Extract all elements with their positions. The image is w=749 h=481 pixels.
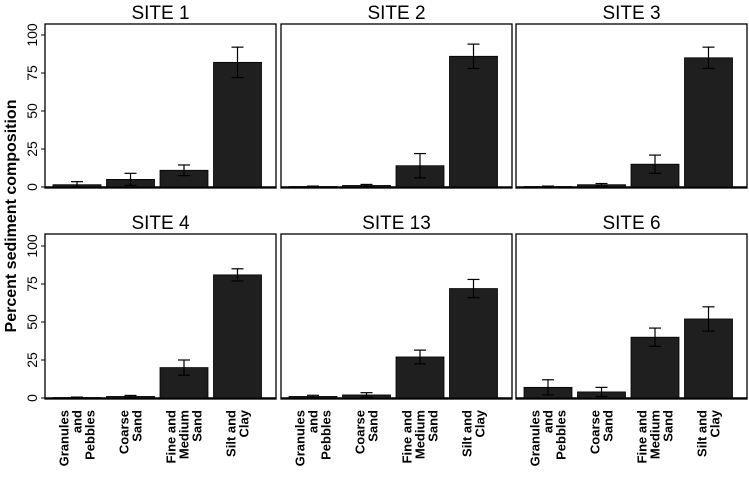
- x-tick-label-line: Pebbles: [83, 410, 98, 460]
- x-tick-label-line: Coarse: [117, 410, 132, 454]
- y-tick-label: 75: [24, 65, 40, 81]
- x-tick-label: Fine andMediumSand: [400, 410, 441, 464]
- panel-title: SITE 1: [131, 3, 189, 24]
- x-tick-label-line: Coarse: [353, 410, 368, 454]
- panel-title: SITE 3: [602, 3, 660, 24]
- y-tick-label: 0: [24, 394, 40, 402]
- x-tick-label-line: Medium: [177, 410, 192, 459]
- panel-title: SITE 6: [602, 213, 660, 234]
- x-tick-label-line: Granules: [293, 410, 308, 466]
- bar: [684, 318, 733, 399]
- x-tick-label-line: Pebbles: [319, 410, 334, 460]
- x-tick-label-line: Silt and: [460, 410, 475, 457]
- x-tick-label: CoarseSand: [353, 410, 381, 454]
- x-tick-label-line: Medium: [413, 410, 428, 459]
- x-tick-label: Fine andMediumSand: [635, 410, 676, 464]
- x-tick-label: CoarseSand: [588, 410, 616, 454]
- x-tick-label: GranulesandPebbles: [293, 410, 334, 466]
- x-tick-label: CoarseSand: [117, 410, 145, 454]
- panel-title: SITE 4: [131, 213, 190, 234]
- bar: [449, 288, 498, 399]
- x-tick-label-line: and: [306, 410, 321, 433]
- panel: SITE 3: [515, 3, 748, 189]
- x-tick-label: Silt andClay: [224, 409, 252, 457]
- bar: [213, 274, 262, 399]
- panel: SITE 1 0 25 50 75 100: [24, 3, 277, 191]
- bar: [449, 55, 498, 188]
- x-tick-label-line: Sand: [426, 410, 441, 442]
- x-tick-label: Silt andClay: [460, 409, 488, 457]
- panel-frame: [280, 233, 513, 400]
- x-tick-label-line: Granules: [528, 410, 543, 466]
- y-tick-label: 50: [24, 103, 40, 119]
- x-tick-label-line: Pebbles: [554, 410, 569, 460]
- x-tick-label-line: Sand: [601, 410, 616, 442]
- y-tick-label: 100: [24, 23, 40, 47]
- panel-frame: [515, 23, 748, 189]
- panel-frame: [515, 233, 748, 400]
- bar: [684, 57, 733, 188]
- y-tick-label: 0: [24, 183, 40, 191]
- panels: SITE 1 0 25 50 75 100 SITE 2 SITE 3 SITE 4 0 25 50 7…: [24, 3, 748, 402]
- x-tick-label-line: Coarse: [588, 410, 603, 454]
- x-tick-label-line: and: [541, 410, 556, 433]
- y-axis-label: Percent sediment composition: [3, 100, 20, 333]
- x-tick-label-line: Fine and: [635, 410, 650, 464]
- panel: SITE 4 0 25 50 75 100: [24, 213, 277, 402]
- x-tick-label: Silt andClay: [695, 409, 723, 457]
- panel: SITE 6: [515, 213, 748, 400]
- x-tick-label-line: Fine and: [400, 410, 415, 464]
- x-tick-label-line: Silt and: [695, 410, 710, 457]
- panel-title: SITE 2: [367, 3, 425, 24]
- x-tick-label: GranulesandPebbles: [528, 410, 569, 466]
- panel-title: SITE 13: [362, 213, 431, 234]
- x-tick-label-line: Sand: [661, 410, 676, 442]
- y-tick-label: 100: [24, 234, 40, 258]
- panel: SITE 2: [280, 3, 513, 189]
- x-axis-labels: GranulesandPebbles CoarseSand Fine andMedi…: [57, 409, 723, 466]
- panel-frame: [44, 23, 277, 189]
- x-tick-label-line: Sand: [190, 410, 205, 442]
- panel-frame: [280, 23, 513, 189]
- y-tick-label: 75: [24, 276, 40, 292]
- x-tick-label-line: Fine and: [164, 410, 179, 464]
- panel: SITE 13: [280, 213, 513, 400]
- x-tick-label-line: Clay: [237, 409, 252, 437]
- bar: [213, 61, 262, 188]
- y-tick-label: 25: [24, 141, 40, 157]
- x-tick-label-line: Sand: [366, 410, 381, 442]
- y-axis-label-group: Percent sediment composition: [3, 100, 20, 333]
- x-tick-label-line: and: [70, 410, 85, 433]
- x-tick-label-line: Sand: [130, 410, 145, 442]
- y-tick-label: 50: [24, 314, 40, 330]
- panel-frame: [44, 233, 277, 400]
- x-tick-label: Fine andMediumSand: [164, 410, 205, 464]
- x-tick-label: GranulesandPebbles: [57, 410, 98, 466]
- x-tick-label-line: Medium: [648, 410, 663, 459]
- x-tick-label-line: Clay: [473, 409, 488, 437]
- x-tick-label-line: Clay: [708, 409, 723, 437]
- y-tick-label: 25: [24, 352, 40, 368]
- x-tick-label-line: Silt and: [224, 410, 239, 457]
- x-tick-label-line: Granules: [57, 410, 72, 466]
